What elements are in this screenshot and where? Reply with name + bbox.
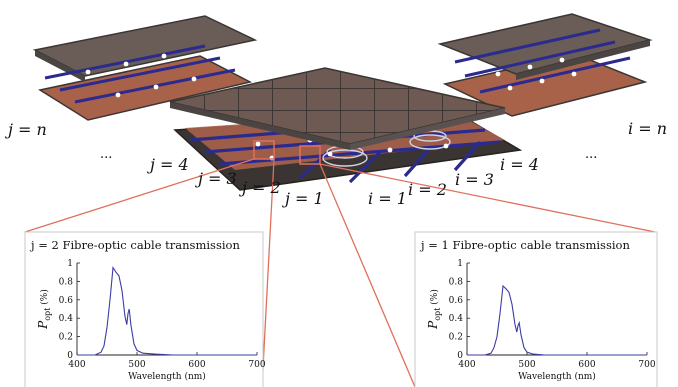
label-i-2: i = 2	[408, 180, 447, 199]
right-panel-stack	[437, 13, 653, 117]
left-panel-stack	[32, 15, 258, 121]
zoom-box-j1	[299, 145, 321, 165]
label-j-1: j = 1	[282, 189, 324, 208]
label-i-3: i = 3	[455, 170, 494, 189]
y-tick-label: 0.8	[59, 277, 74, 287]
y-tick-label: 0.8	[449, 277, 464, 287]
right-top-panel	[437, 13, 653, 75]
y-tick-label: 0.6	[59, 296, 74, 306]
y-tick-label: 0.2	[59, 333, 73, 343]
right-fibres	[454, 28, 631, 94]
dots-left: ...	[100, 147, 112, 162]
main-panel-stack	[169, 67, 523, 191]
y-tick-label: 1	[67, 259, 73, 269]
dots-right: ...	[585, 147, 597, 162]
x-tick-label: 400	[68, 360, 85, 370]
spectrum-line	[467, 284, 647, 356]
inset-plot-left: j = 2 Fibre-optic cable transmission 400…	[24, 231, 266, 387]
x-tick-label: 500	[128, 360, 145, 370]
label-j-2: j = 2	[239, 178, 281, 197]
label-i-1: i = 1	[368, 189, 407, 208]
x-tick-label: 400	[458, 360, 475, 370]
zoom-box-j2	[253, 140, 275, 160]
x-tick-label: 600	[578, 360, 595, 370]
y-tick-label: 0	[457, 351, 463, 361]
y-axis-label: Popt (%)	[36, 289, 52, 330]
x-axis-label: Wavelength (nm)	[518, 371, 596, 382]
x-tick-label: 600	[188, 360, 205, 370]
y-axis-label: Popt (%)	[426, 289, 442, 330]
label-i-4: i = 4	[500, 155, 539, 174]
y-tick-label: 1	[457, 259, 463, 269]
spectrum-line	[77, 265, 257, 356]
label-j-3: j = 3	[195, 169, 237, 188]
x-tick-label: 700	[248, 360, 265, 370]
x-tick-label: 700	[638, 360, 655, 370]
y-tick-label: 0	[67, 351, 73, 361]
y-tick-label: 0.6	[449, 296, 464, 306]
lens-elements	[322, 130, 451, 167]
inset-frame-right	[414, 231, 658, 387]
plot-area-left: 400 500 600 700 0 0.2 0.4 0.6 0.8 1 Wavelength (nm…	[36, 259, 266, 382]
y-tick-label: 0.4	[59, 314, 74, 324]
inset-title-left: j = 2 Fibre-optic cable transmission	[29, 238, 240, 252]
inset-frame-left	[24, 231, 264, 387]
x-axis-label: Wavelength (nm)	[128, 371, 206, 382]
label-i-n: i = n	[628, 119, 667, 138]
label-j-n: j = n	[5, 120, 47, 139]
x-tick-label: 500	[518, 360, 535, 370]
index-labels: j = n i = n j = 4 j = 3 j = 2 j = 1 i = …	[5, 119, 667, 208]
label-j-4: j = 4	[147, 155, 189, 174]
y-tick-label: 0.4	[449, 314, 464, 324]
zoom-lines	[24, 158, 656, 387]
inset-plot-right: j = 1 Fibre-optic cable transmission 400…	[414, 231, 658, 387]
plot-area-right: 400 500 600 700 0 0.2 0.4 0.6 0.8 1 Wavelength (nm…	[426, 259, 656, 382]
inset-title-right: j = 1 Fibre-optic cable transmission	[419, 238, 630, 252]
y-tick-label: 0.2	[449, 333, 463, 343]
